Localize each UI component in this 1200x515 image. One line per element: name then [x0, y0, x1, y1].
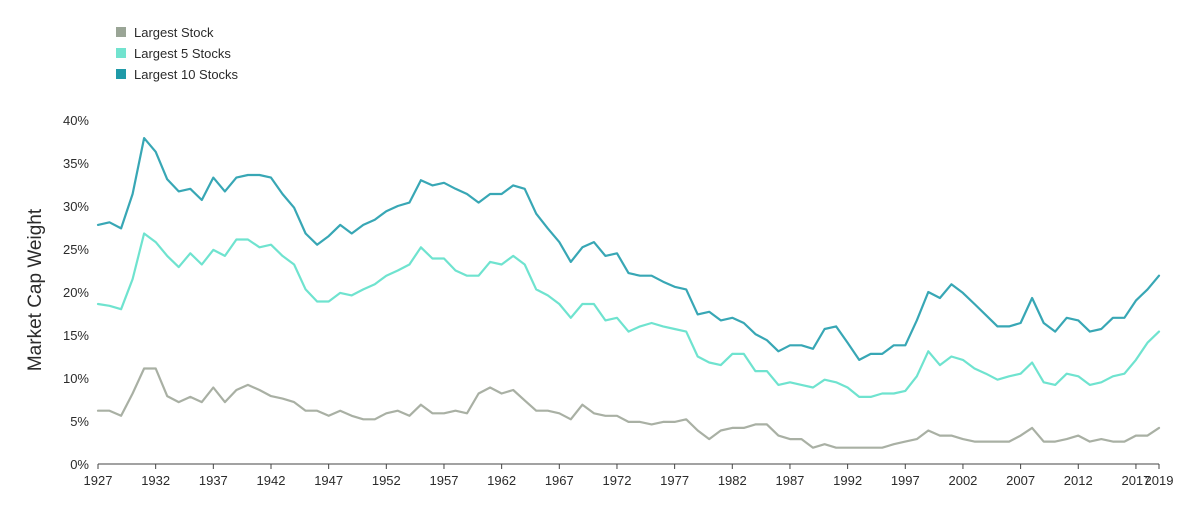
series-line-largest-stock	[96, 367, 1161, 449]
y-axis-label: Market Cap Weight	[25, 208, 46, 371]
legend-label-largest-5-stocks: Largest 5 Stocks	[134, 46, 231, 61]
series-line-largest-5-stocks	[96, 232, 1161, 398]
x-axis-ticks: 1927 1932 1937 1942 1947 1952 1957 1962 1967 1972…	[84, 464, 1174, 488]
y-tick-label: 10%	[63, 371, 89, 386]
y-tick-label: 35%	[63, 156, 89, 171]
series-lines	[96, 137, 1161, 449]
x-tick-label: 1927	[84, 473, 113, 488]
x-tick-label: 1997	[891, 473, 920, 488]
legend-swatch-largest-10-stocks	[116, 69, 126, 79]
x-tick-label: 1992	[833, 473, 862, 488]
x-tick-label: 1967	[545, 473, 574, 488]
legend-swatch-largest-stock	[116, 27, 126, 37]
x-tick-label: 2019	[1145, 473, 1174, 488]
x-tick-label: 1977	[660, 473, 689, 488]
x-tick-label: 2002	[948, 473, 977, 488]
series-line-largest-10-stocks	[96, 137, 1161, 361]
x-tick-label: 1952	[372, 473, 401, 488]
x-tick-label: 1932	[141, 473, 170, 488]
legend-label-largest-stock: Largest Stock	[134, 25, 214, 40]
x-tick-label: 1937	[199, 473, 228, 488]
legend: Largest Stock Largest 5 Stocks Largest 1…	[116, 25, 239, 82]
x-tick-label: 2017	[1121, 473, 1150, 488]
y-tick-label: 5%	[70, 414, 89, 429]
y-tick-label: 20%	[63, 285, 89, 300]
y-tick-label: 25%	[63, 242, 89, 257]
x-tick-label: 1982	[718, 473, 747, 488]
y-axis-ticks: 0% 5% 10% 15% 20% 25% 30% 35% 40%	[63, 113, 89, 472]
legend-swatch-largest-5-stocks	[116, 48, 126, 58]
x-tick-label: 1942	[257, 473, 286, 488]
y-tick-label: 15%	[63, 328, 89, 343]
x-tick-label: 2012	[1064, 473, 1093, 488]
x-tick-label: 1987	[775, 473, 804, 488]
x-tick-label: 1972	[603, 473, 632, 488]
y-tick-label: 40%	[63, 113, 89, 128]
y-tick-label: 0%	[70, 457, 89, 472]
x-tick-label: 1962	[487, 473, 516, 488]
y-tick-label: 30%	[63, 199, 89, 214]
legend-label-largest-10-stocks: Largest 10 Stocks	[134, 67, 239, 82]
x-tick-label: 2007	[1006, 473, 1035, 488]
x-tick-label: 1957	[430, 473, 459, 488]
x-tick-label: 1947	[314, 473, 343, 488]
